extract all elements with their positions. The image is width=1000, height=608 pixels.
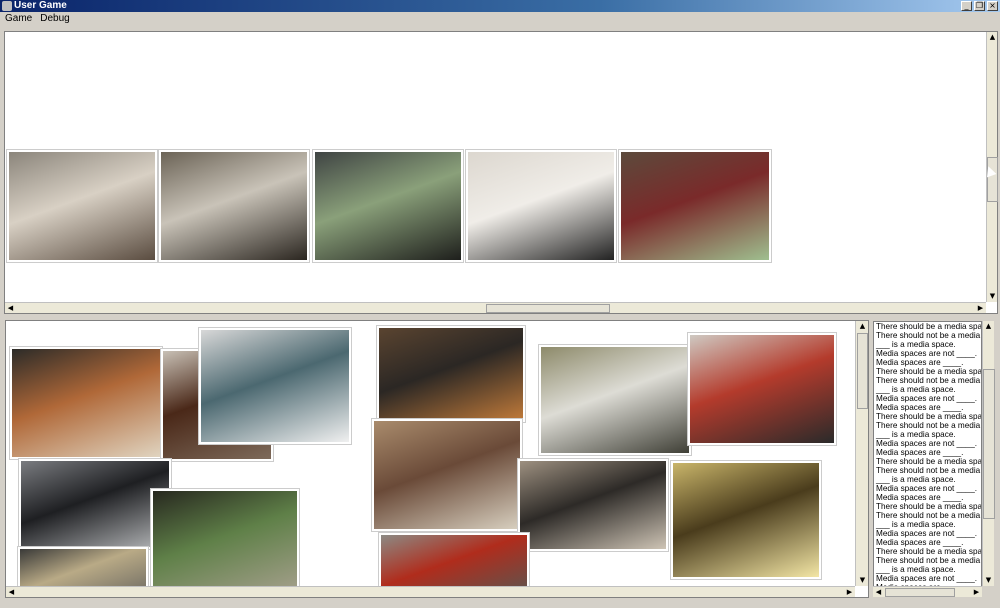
phrase-item[interactable]: There should not be a media space xyxy=(876,421,981,430)
scroll-down-icon[interactable]: ▼ xyxy=(989,292,996,300)
phrase-item[interactable]: There should be a media space xyxy=(876,412,982,421)
bottom-collage-panel xyxy=(5,320,869,598)
phrase-item[interactable]: ___ is a media space. xyxy=(876,385,956,394)
phrase-item[interactable]: Media spaces are not ____. xyxy=(876,439,978,448)
photo-image xyxy=(690,335,834,443)
whiteboard-room-photo[interactable] xyxy=(539,345,691,455)
top-gallery-panel xyxy=(4,31,998,314)
phrase-item[interactable]: There should not be a media space xyxy=(876,376,981,385)
lounge-photo[interactable] xyxy=(7,150,157,262)
scroll-right-icon[interactable]: ▶ xyxy=(973,588,980,596)
man-at-desk-photo[interactable] xyxy=(377,326,525,422)
dark-lounge-photo[interactable] xyxy=(151,489,299,597)
phrase-item[interactable]: ___ is a media space. xyxy=(876,520,956,529)
bottom-vscroll-thumb[interactable] xyxy=(857,333,868,409)
water-bottle-table-photo[interactable] xyxy=(688,333,836,445)
computer-lab-photo[interactable] xyxy=(19,459,171,549)
phrase-item[interactable]: There should be a media space xyxy=(876,502,982,511)
phrase-item[interactable]: Media spaces are not ____. xyxy=(876,394,978,403)
menu-bar: Game Debug xyxy=(0,12,1000,26)
phrase-item[interactable]: Media spaces are ____. xyxy=(876,493,964,502)
photo-image xyxy=(201,330,349,442)
photo-image xyxy=(520,461,666,549)
photo-image xyxy=(153,491,297,597)
phrase-item[interactable]: ___ is a media space. xyxy=(876,340,956,349)
scroll-left-icon[interactable]: ◀ xyxy=(875,588,882,596)
study-table-photo[interactable] xyxy=(159,150,309,262)
student-floor-photo[interactable] xyxy=(518,459,668,551)
menu-debug[interactable]: Debug xyxy=(40,13,70,24)
phrase-item[interactable]: There should not be a media space xyxy=(876,511,981,520)
top-vertical-scrollbar[interactable]: ▲ ▼ xyxy=(986,32,998,302)
scroll-down-icon[interactable]: ▼ xyxy=(985,576,992,584)
phrase-list-vscrollbar[interactable]: ▲ ▼ xyxy=(982,321,995,586)
phrase-item[interactable]: There should be a media space xyxy=(876,367,982,376)
phrase-item[interactable]: There should be a media space xyxy=(876,547,982,556)
photo-image xyxy=(673,463,819,577)
phrase-item[interactable]: ___ is a media space. xyxy=(876,565,956,574)
scroll-up-icon[interactable]: ▲ xyxy=(985,322,992,330)
scroll-down-icon[interactable]: ▼ xyxy=(859,576,866,584)
phrase-list[interactable]: There should be a media space There shoul… xyxy=(873,321,982,596)
top-horizontal-scrollbar[interactable]: ◀ ▶ xyxy=(5,302,986,313)
photo-image xyxy=(12,349,160,457)
photo-image xyxy=(161,152,307,260)
window-title: User Game xyxy=(14,0,67,11)
scroll-up-icon[interactable]: ▲ xyxy=(989,33,996,41)
title-bar: User Game _ ❐ × xyxy=(0,0,1000,12)
scroll-up-icon[interactable]: ▲ xyxy=(859,322,866,330)
red-rug-lounge-photo[interactable] xyxy=(619,150,771,262)
phrase-item[interactable]: Media spaces are ____. xyxy=(876,538,964,547)
seating-area-photo[interactable] xyxy=(199,328,351,444)
photo-image xyxy=(21,461,169,547)
scroll-left-icon[interactable]: ◀ xyxy=(8,588,15,596)
phrase-item[interactable]: Media spaces are not ____. xyxy=(876,529,978,538)
phrase-list-hscrollbar[interactable]: ◀ ▶ xyxy=(873,586,982,597)
minimize-icon[interactable]: _ xyxy=(961,1,972,11)
menu-game[interactable]: Game xyxy=(5,13,33,24)
orange-chairs-photo[interactable] xyxy=(10,347,162,459)
phrase-item[interactable]: There should be a media space xyxy=(876,322,982,331)
top-hscroll-thumb[interactable] xyxy=(486,304,610,313)
photo-image xyxy=(379,328,523,420)
photo-image xyxy=(541,347,689,453)
phrase-item[interactable]: There should not be a media space xyxy=(876,466,981,475)
photo-image xyxy=(374,421,520,529)
phrase-item[interactable]: There should be a media space xyxy=(876,457,982,466)
photo-image xyxy=(468,152,614,260)
phrase-item[interactable]: ___ is a media space. xyxy=(876,430,956,439)
phrase-item[interactable]: ___ is a media space. xyxy=(876,475,956,484)
phrase-item[interactable]: Media spaces are not ____. xyxy=(876,484,978,493)
window-controls: _ ❐ × xyxy=(961,1,998,11)
bottom-horizontal-scrollbar[interactable]: ◀ ▶ xyxy=(6,586,855,597)
meeting-room-photo[interactable] xyxy=(313,150,463,262)
phrase-list-hscroll-thumb[interactable] xyxy=(885,588,955,597)
close-icon[interactable]: × xyxy=(987,1,998,11)
restore-icon[interactable]: ❐ xyxy=(974,1,985,11)
scroll-left-icon[interactable]: ◀ xyxy=(7,304,14,312)
scroll-right-icon[interactable]: ▶ xyxy=(846,588,853,596)
photo-image xyxy=(621,152,769,260)
app-icon xyxy=(2,1,12,11)
mural-lounge-photo[interactable] xyxy=(372,419,522,531)
power-outlet-photo[interactable] xyxy=(466,150,616,262)
phrase-item[interactable]: There should not be a media space xyxy=(876,556,981,565)
phrase-item[interactable]: Media spaces are not ____. xyxy=(876,349,978,358)
photo-image xyxy=(315,152,461,260)
bottom-vertical-scrollbar[interactable]: ▲ ▼ xyxy=(855,321,868,586)
scroll-right-icon[interactable]: ▶ xyxy=(977,304,984,312)
phrase-item[interactable]: Media spaces are ____. xyxy=(876,448,964,457)
phrase-list-vscroll-thumb[interactable] xyxy=(983,369,995,519)
phrase-item[interactable]: There should not be a media space xyxy=(876,331,981,340)
ceiling-lights-photo[interactable] xyxy=(671,461,821,579)
phrase-item[interactable]: Media spaces are ____. xyxy=(876,403,964,412)
phrase-item[interactable]: Media spaces are ____. xyxy=(876,358,964,367)
phrase-item[interactable]: Media spaces are not ____. xyxy=(876,574,978,583)
top-vscroll-thumb[interactable] xyxy=(987,157,998,202)
photo-image xyxy=(9,152,155,260)
